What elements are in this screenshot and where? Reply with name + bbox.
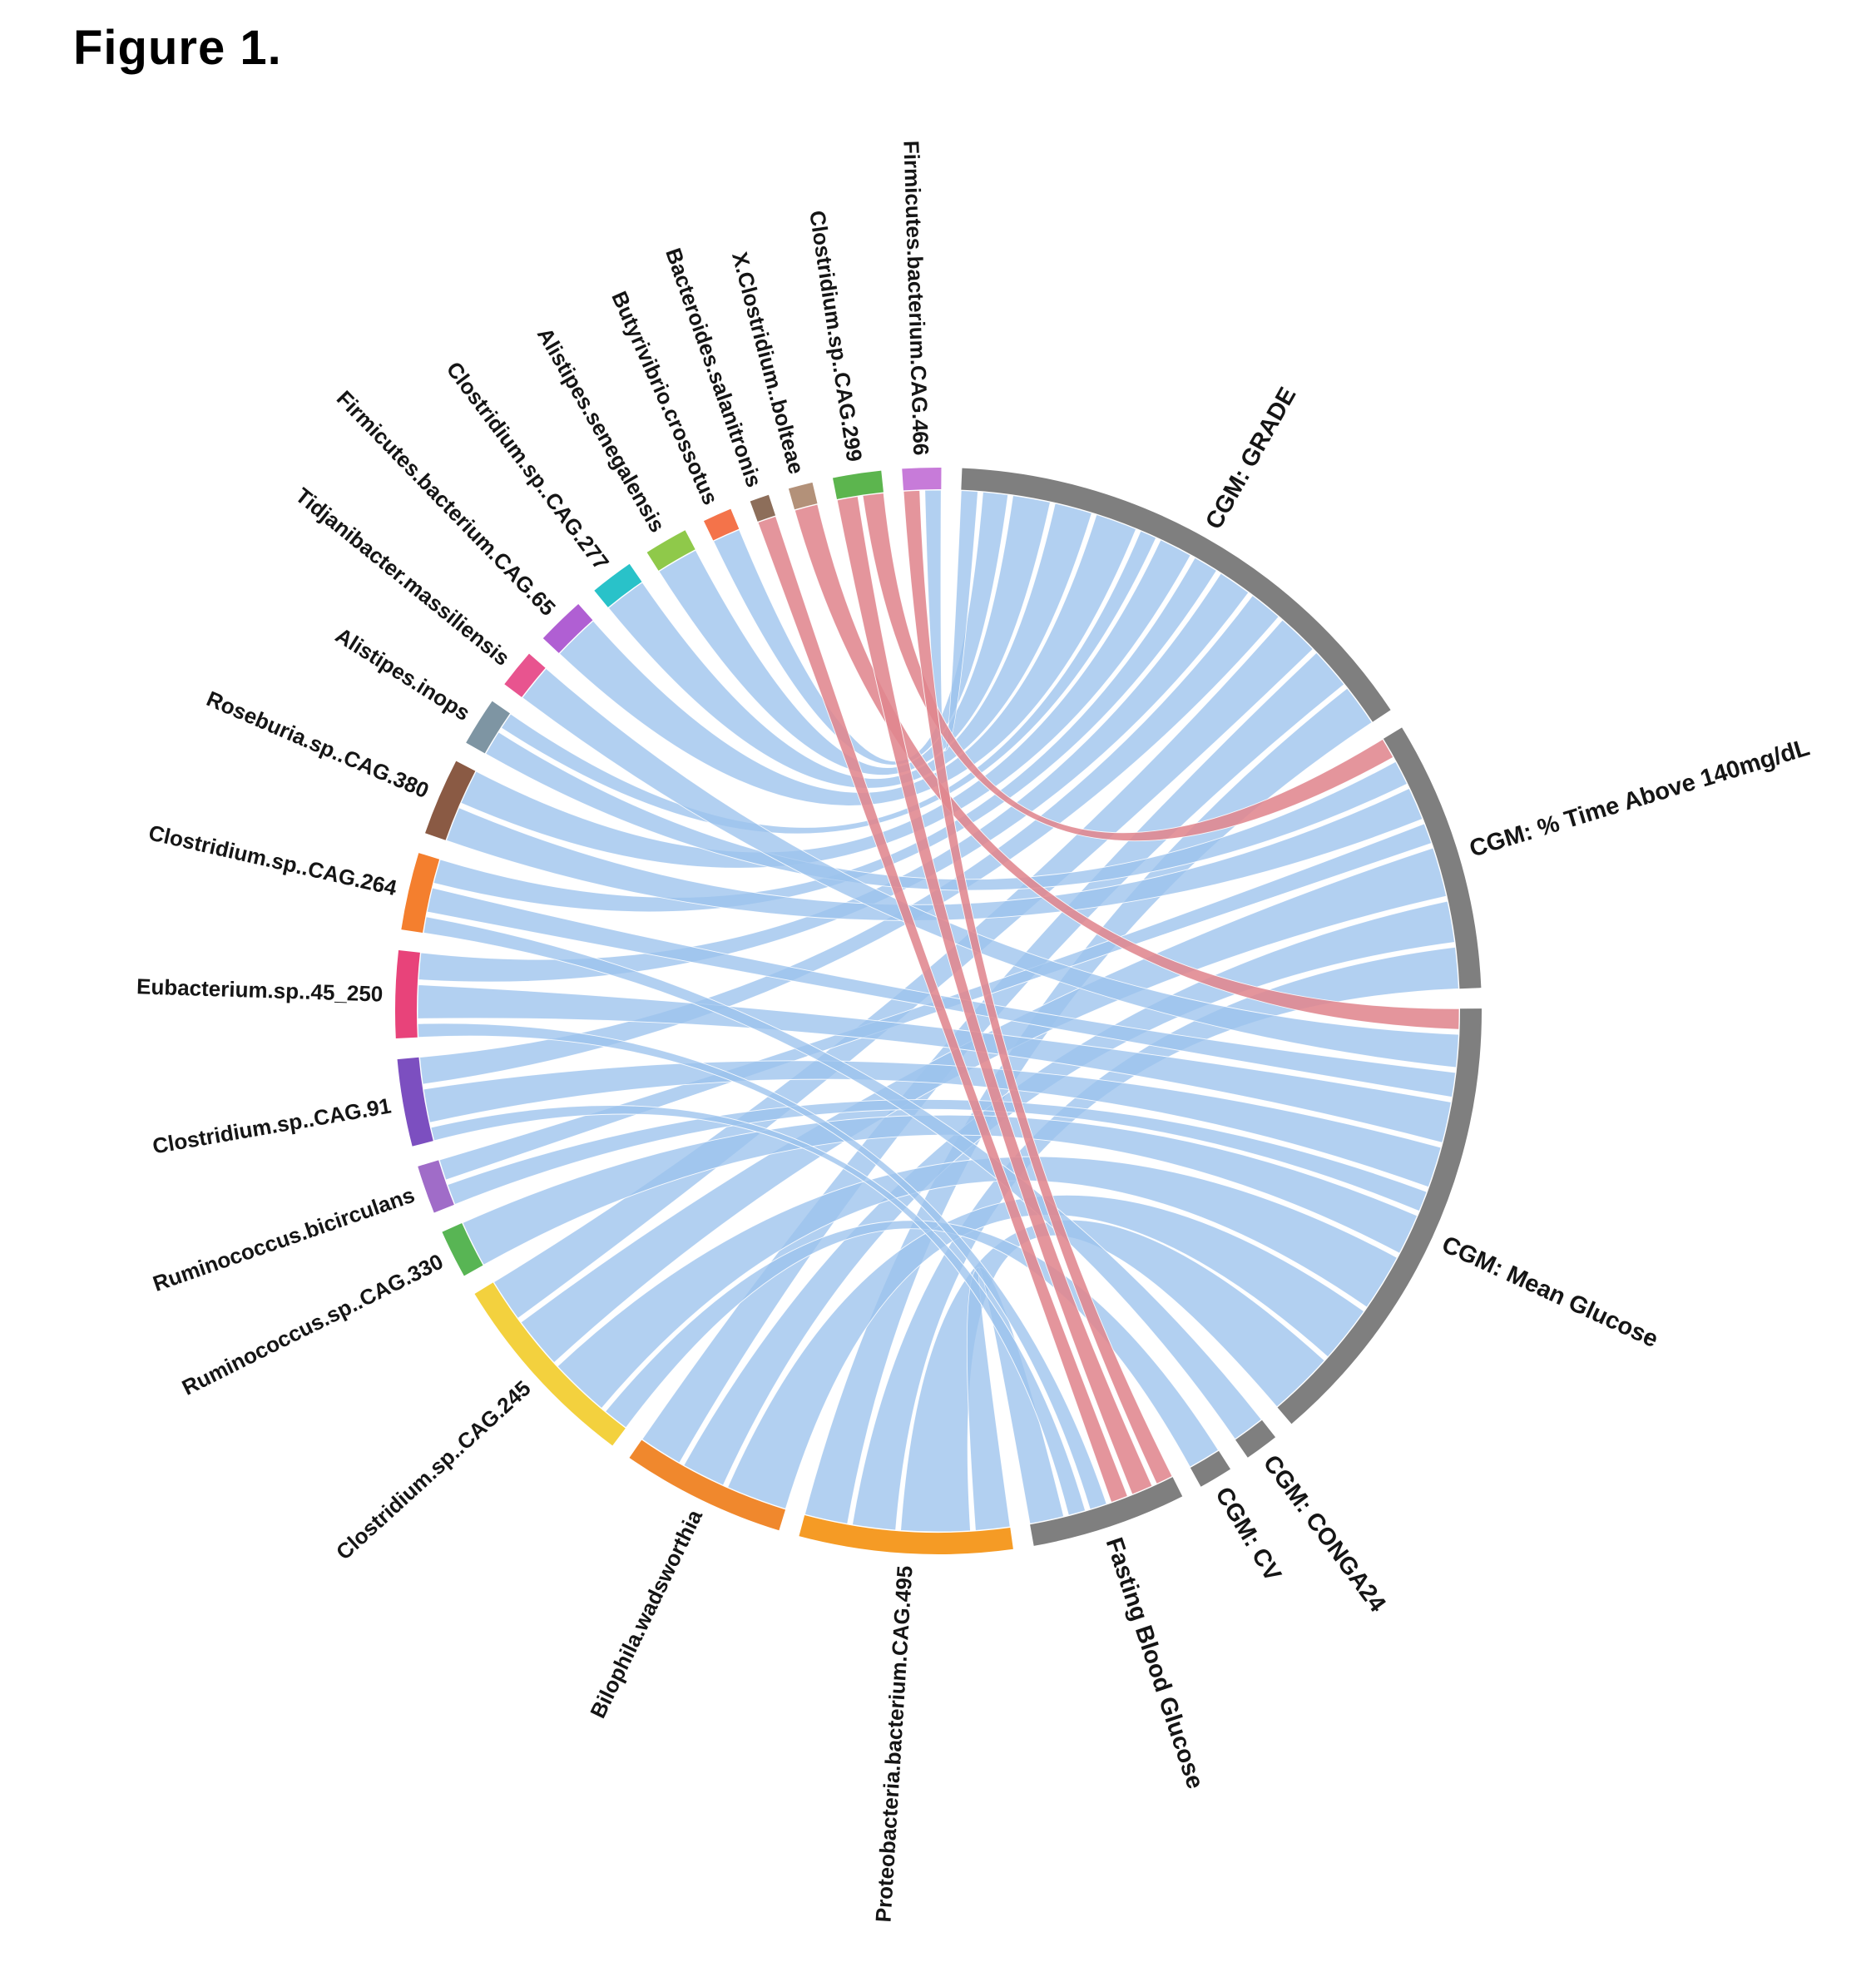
group-arc [1030,1477,1183,1546]
group-label: CGM: CV [1210,1483,1286,1587]
group-arc [442,1222,483,1276]
group-label: CGM: GRADE [1200,383,1301,533]
group-arc [418,1160,454,1213]
group-arc [788,482,818,510]
group-label: Alistipes.inops [331,622,474,726]
chord-ribbon-positive [430,1105,1086,1516]
group-arc [832,470,884,499]
group-arc [504,653,546,697]
chord-ribbon-positive [423,916,1262,1440]
group-label: Fasting Blood Glucose [1101,1534,1209,1792]
group-arc [703,508,740,541]
group-label: Eubacterium.sp..45_250 [136,974,384,1006]
chord-ribbon-positive [607,503,1092,789]
group-arc [1235,1420,1276,1458]
group-arc [397,1057,433,1147]
group-arc [425,761,476,840]
group-label: Clostridium.sp..CAG.264 [146,820,399,900]
group-label: Clostridium.sp..CAG.299 [804,209,867,463]
group-label: Clostridium.sp..CAG.245 [331,1375,536,1564]
figure-title: Figure 1. [73,21,282,75]
chord-ribbon-negative [903,489,1173,1484]
group-arc [961,468,1391,722]
chord-ribbon-positive [522,667,1459,1068]
chord-ribbon-positive [447,1099,1428,1212]
group-arc [750,494,776,522]
chord-ribbon-positive [423,1060,1442,1188]
group-arc [395,949,420,1039]
chord-ribbon-positive [417,1023,1107,1510]
chord-ribbon-positive [900,1219,1325,1533]
chord-ribbon-positive [462,1114,1418,1266]
group-arc [1383,727,1482,989]
group-arcs-layer [395,467,1482,1554]
group-arc [902,467,942,491]
group-label: Roseburia.sp..CAG.380 [203,686,433,803]
group-arc [646,530,695,571]
chord-ribbon-negative [836,495,1153,1495]
group-label: Bilophila.wadsworthia [585,1505,707,1722]
group-arc [1277,1008,1482,1424]
group-arc [799,1515,1013,1554]
chord-ribbon-negative [757,515,1128,1504]
chord-ribbon-positive [417,984,1452,1143]
group-arc [474,1282,626,1446]
group-label: Firmicutes.bacterium.CAG.65 [332,385,561,620]
group-arc [594,563,642,607]
group-arc [542,603,593,653]
group-arc [1190,1450,1230,1487]
group-label: CGM: % Time Above 140mg/dL [1467,734,1813,862]
group-label: CGM: CONGA24 [1258,1450,1391,1617]
chord-ribbon-positive [641,652,1345,1464]
group-arc [401,853,440,934]
chord-ribbon-positive [418,572,1250,983]
chord-ribbon-positive [558,513,1137,806]
group-arc [629,1439,786,1531]
chord-ribbon-positive [445,787,1423,921]
chord-ribbons-layer [417,489,1460,1533]
group-label: Clostridium.sp..CAG.91 [151,1093,393,1159]
chord-ribbon-positive [426,887,1457,1098]
chord-ribbon-positive [966,1266,1065,1531]
group-label: CGM: Mean Glucose [1438,1231,1662,1353]
group-label: Proteobacteria.bacterium.CAG.495 [870,1565,917,1923]
group-label: Firmicutes.bacterium.CAG.466 [898,140,933,455]
chord-ribbon-positive [557,1156,1398,1410]
group-arc [466,701,511,754]
chord-ribbon-positive [712,491,1009,765]
group-label: Tidjanibacter.massiliensis [291,483,515,671]
